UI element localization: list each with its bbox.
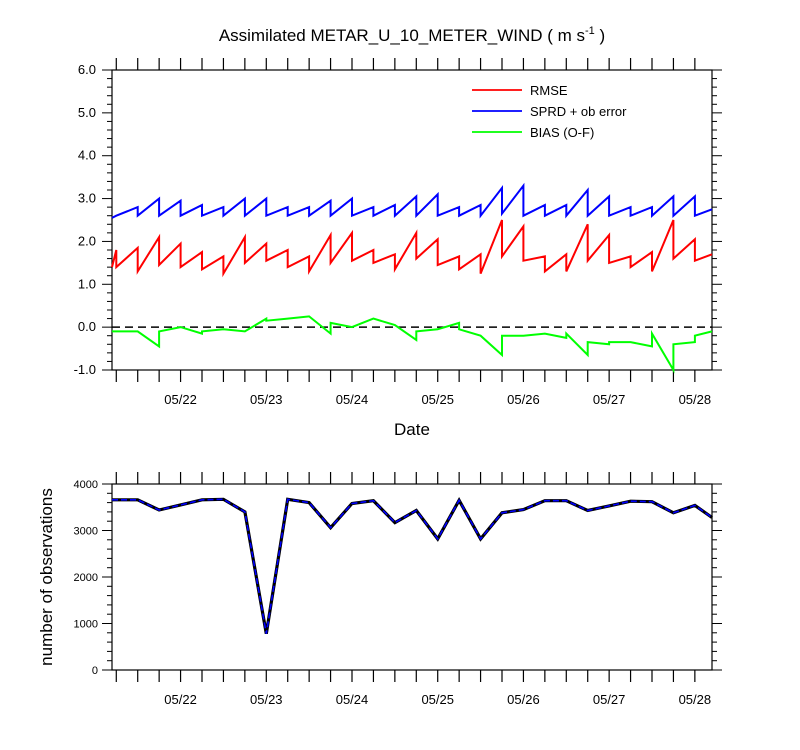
legend-label: SPRD + ob error	[530, 104, 627, 119]
y-tick-label: 3.0	[78, 191, 96, 206]
y-tick-label: -1.0	[74, 362, 96, 377]
y-tick-label: 4000	[74, 479, 98, 491]
y-tick-label: 5.0	[78, 105, 96, 120]
x-tick-label: 05/28	[679, 692, 712, 707]
y-tick-label: 3000	[74, 526, 98, 538]
legend-label: BIAS (O-F)	[530, 125, 594, 140]
y-tick-label: 2.0	[78, 233, 96, 248]
chart-title: Assimilated METAR_U_10_METER_WIND ( m s-…	[219, 25, 605, 45]
x-tick-label: 05/25	[421, 392, 454, 407]
y-tick-label: 0	[92, 665, 98, 677]
x-tick-label: 05/23	[250, 692, 283, 707]
y-tick-label: 0.0	[78, 319, 96, 334]
series-line-sprd-ob-error	[111, 182, 713, 219]
y-axis-label: number of observations	[37, 488, 56, 666]
x-tick-label: 05/27	[593, 692, 626, 707]
bottom-chart: 05/22 05/23 05/24 05/25 05/26 05/27 05/28 4000 3…	[37, 472, 722, 707]
x-tick-label: 05/26	[507, 392, 540, 407]
y-tick-label: 2000	[74, 572, 98, 584]
x-tick-label: 05/28	[679, 392, 712, 407]
observations-line-shadow	[112, 497, 713, 634]
y-tick-label: 1.0	[78, 276, 96, 291]
series-line-bias-o-f	[112, 315, 713, 374]
observations-line	[112, 498, 713, 634]
x-tick-label: 05/27	[593, 392, 626, 407]
y-tick-label: 1000	[74, 619, 98, 631]
x-tick-label: 05/24	[336, 692, 369, 707]
x-tick-label: 05/26	[507, 692, 540, 707]
x-tick-label: 05/24	[336, 392, 369, 407]
x-axis-label: Date	[394, 420, 430, 439]
bottom-plot-area: 05/22 05/23 05/24 05/25 05/26 05/27 05/28 4000 3…	[74, 472, 722, 707]
x-tick-label: 05/23	[250, 392, 283, 407]
x-tick-label: 05/22	[164, 692, 197, 707]
top-chart: Assimilated METAR_U_10_METER_WIND ( m s-…	[74, 25, 722, 439]
legend-label: RMSE	[530, 83, 568, 98]
y-tick-label: 6.0	[78, 62, 96, 77]
series-line-rmse	[111, 219, 713, 278]
x-tick-label: 05/22	[164, 392, 197, 407]
top-plot-area: 05/22 05/23 05/24 05/25 05/26 05/27 05/28 6.0 5.…	[74, 58, 722, 407]
plot-frame	[111, 69, 713, 371]
x-tick-label: 05/25	[421, 692, 454, 707]
legend: RMSE SPRD + ob error BIAS (O-F)	[472, 83, 627, 140]
y-tick-label: 4.0	[78, 148, 96, 163]
